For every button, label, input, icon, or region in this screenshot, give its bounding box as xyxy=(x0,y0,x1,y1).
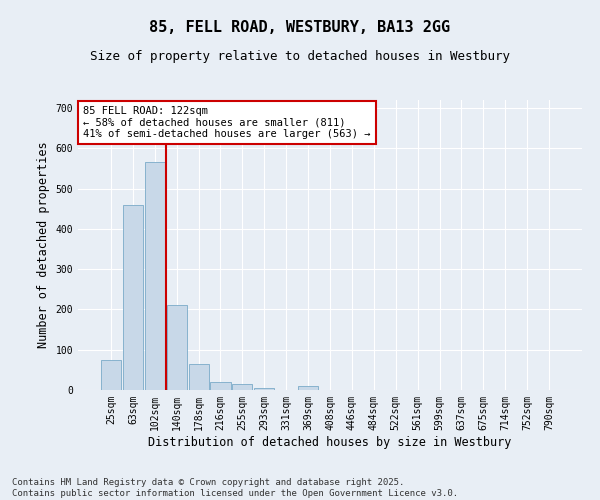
Text: 85, FELL ROAD, WESTBURY, BA13 2GG: 85, FELL ROAD, WESTBURY, BA13 2GG xyxy=(149,20,451,35)
X-axis label: Distribution of detached houses by size in Westbury: Distribution of detached houses by size … xyxy=(148,436,512,448)
Text: 85 FELL ROAD: 122sqm
← 58% of detached houses are smaller (811)
41% of semi-deta: 85 FELL ROAD: 122sqm ← 58% of detached h… xyxy=(83,106,371,139)
Bar xyxy=(167,306,187,390)
Bar xyxy=(188,364,209,390)
Bar xyxy=(123,204,143,390)
Text: Contains HM Land Registry data © Crown copyright and database right 2025.
Contai: Contains HM Land Registry data © Crown c… xyxy=(12,478,458,498)
Y-axis label: Number of detached properties: Number of detached properties xyxy=(37,142,50,348)
Bar xyxy=(232,384,253,390)
Text: Size of property relative to detached houses in Westbury: Size of property relative to detached ho… xyxy=(90,50,510,63)
Bar xyxy=(101,360,121,390)
Bar xyxy=(254,388,274,390)
Bar xyxy=(211,382,230,390)
Bar xyxy=(145,162,165,390)
Bar xyxy=(298,386,318,390)
